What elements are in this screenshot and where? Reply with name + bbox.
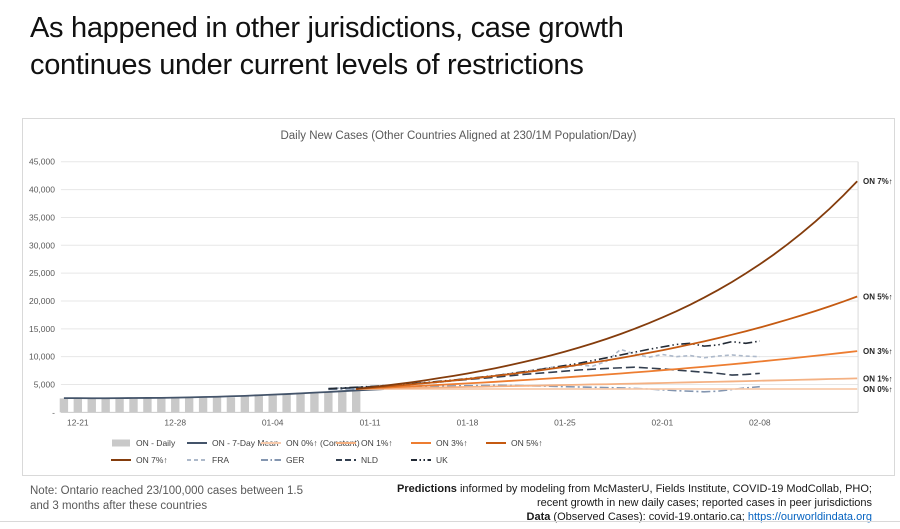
bar-on-daily [324,391,333,413]
bar-on-daily [143,398,152,413]
credits-data-line: Data (Observed Cases): covid-19.ontario.… [526,511,872,523]
series-on-1- [356,377,858,390]
bar-on-daily [351,389,361,413]
series-end-label: ON 3%↑ [863,347,893,356]
series-on-7- [356,180,858,390]
y-axis-label: - [52,407,55,417]
bar-on-daily [101,398,110,413]
x-axis-label: 01-18 [457,417,479,427]
x-axis-label: 12-28 [164,417,186,427]
chart-plot: - 5,000 10,000 15,000 20,000 25,000 30,000 35,0… [29,157,893,428]
bottom-divider [0,521,900,522]
credits-predictions-line2: recent growth in new daily cases; report… [536,497,872,509]
series-on-3- [356,350,858,390]
x-axis-label: 12-21 [67,417,89,427]
series-end-label: ON 7%↑ [863,177,893,186]
chart-panel: - 5,000 10,000 15,000 20,000 25,000 30,000 35,0… [22,118,895,476]
footnote: Note: Ontario reached 23/100,000 cases b… [30,485,303,512]
bar-on-daily [59,398,69,413]
x-axis-label: 01-04 [262,417,284,427]
y-axis-label: 35,000 [29,212,55,222]
y-axis-label: 25,000 [29,268,55,278]
credits: Predictions informed by modeling from Mc… [397,482,872,524]
bar-on-daily [184,397,194,413]
bar-on-daily [226,397,236,413]
bar-on-daily [198,397,208,413]
x-axis-label: 01-25 [554,417,576,427]
bar-on-daily [254,394,263,413]
y-axis-label: 20,000 [29,296,55,306]
bar-on-daily [268,395,277,413]
slide-title: As happened in other jurisdictions, case… [30,10,850,84]
series-uk [328,340,760,390]
y-axis-label: 5,000 [34,380,55,390]
series-end-label: ON 0%↑ [863,385,893,394]
bar-on-daily [212,396,222,413]
x-axis-label: 01-11 [360,417,381,427]
x-axis-label: 02-01 [652,417,674,427]
slide-title-line1: As happened in other jurisdictions, case… [30,12,624,44]
ourworldindata-link[interactable]: https://ourworldindata.org [747,511,872,523]
bar-on-daily [240,395,250,413]
bar-on-daily [115,398,124,413]
y-axis-label: 40,000 [29,185,55,195]
bar-on-daily [282,393,291,413]
bar-on-daily [171,397,180,413]
bar-on-daily [129,397,138,413]
series-end-label: ON 5%↑ [863,293,893,302]
series-on-7day-mean [63,388,385,400]
bar-on-daily [157,398,166,413]
series-ger [328,384,760,393]
chart-title: Daily New Cases (Other Countries Aligned… [280,130,637,142]
y-axis-label: 30,000 [29,240,55,250]
bar-on-daily [87,398,96,413]
bar-on-daily [338,390,347,413]
bar-on-daily [73,398,83,413]
series-on-5- [356,295,858,390]
series-end-label: ON 1%↑ [863,374,893,383]
y-axis-label: 15,000 [29,324,55,334]
bar-on-daily [310,393,319,413]
y-axis-label: 10,000 [29,352,55,362]
y-axis-label: 45,000 [29,157,55,167]
slide-title-line2: continues under current levels of restri… [30,49,584,81]
x-axis-label: 02-08 [749,417,771,427]
bar-on-daily [296,392,305,413]
credits-predictions-line: Predictions informed by modeling from Mc… [397,483,872,495]
